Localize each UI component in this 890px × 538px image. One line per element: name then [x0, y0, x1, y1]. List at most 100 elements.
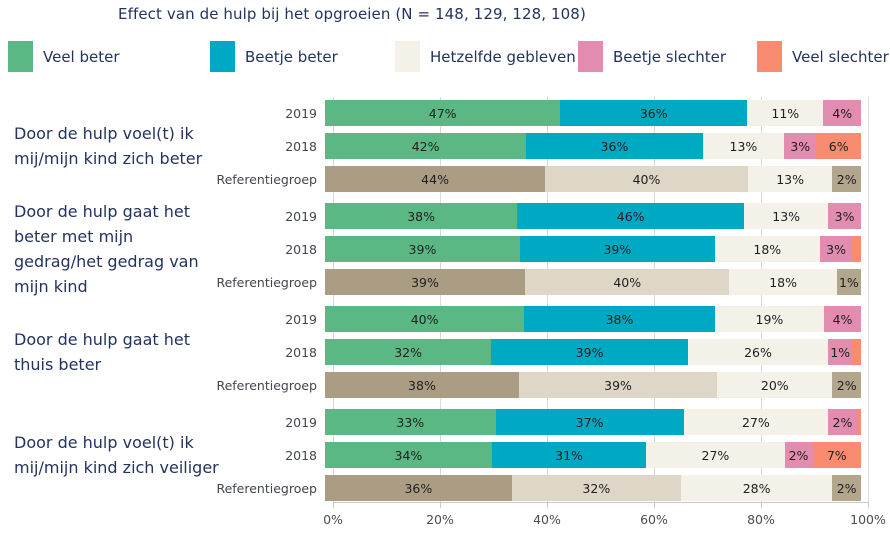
segment-label: 20% [760, 377, 789, 393]
bar-segment: 2% [784, 442, 813, 468]
legend: Veel beter Beetje beter Hetzelfde gebleven… [0, 41, 890, 75]
bar: 38% 46% 13% 3% [325, 203, 862, 229]
segment-label: 7% [826, 447, 847, 463]
legend-item: Veel slechter [757, 41, 889, 72]
legend-label: Beetje beter [245, 47, 338, 66]
bar-segment: 32% [325, 339, 492, 365]
segment-label: 1% [838, 274, 859, 290]
bar-segment: 13% [747, 166, 833, 192]
bar-segment: 1% [836, 269, 861, 295]
bar-segment: 7% [812, 442, 861, 468]
x-axis-tick [654, 502, 655, 508]
gridline [547, 97, 548, 502]
bar-row: Referentiegroep 44% 40% 13% 2% [0, 166, 869, 192]
bar-group: Door de hulp gaat het thuis beter 2019 40%… [0, 306, 869, 398]
bar-segment: 3% [784, 133, 817, 159]
legend-swatch [578, 41, 603, 72]
bar-segment: 36% [560, 100, 748, 126]
segment-label: 2% [836, 480, 857, 496]
segment-label: 36% [404, 480, 433, 496]
segment-label: 3% [834, 208, 855, 224]
bar-row: 2019 38% 46% 13% 3% [0, 203, 869, 229]
row-label: 2018 [285, 447, 317, 463]
segment-label: 34% [394, 447, 423, 463]
bar-row: Referentiegroep 38% 39% 20% 2% [0, 372, 869, 398]
segment-label: 19% [755, 311, 784, 327]
bar-segment: 20% [717, 372, 833, 398]
bar-segment [852, 339, 861, 365]
row-label: 2019 [285, 105, 317, 121]
x-axis-tick [333, 502, 334, 508]
legend-item: Veel beter [8, 41, 120, 72]
chart-title: Effect van de hulp bij het opgroeien (N … [118, 5, 586, 23]
segment-label: 38% [407, 208, 436, 224]
segment-label: 33% [396, 414, 425, 430]
bar-segment: 2% [832, 475, 861, 501]
segment-label: 38% [605, 311, 634, 327]
x-axis-tick [440, 502, 441, 508]
segment-label: 40% [410, 311, 439, 327]
segment-label: 2% [788, 447, 809, 463]
row-label: 2019 [285, 311, 317, 327]
segment-label: 6% [828, 138, 849, 154]
bar-row: 2018 42% 36% 13% 3% 6% [0, 133, 869, 159]
bar-segment: 39% [518, 372, 718, 398]
bar-segment: 13% [744, 203, 829, 229]
bar-segment: 47% [325, 100, 561, 126]
bar-segment: 39% [519, 236, 715, 262]
row-label: Referentiegroep [216, 274, 317, 290]
bar-segment: 37% [495, 409, 684, 435]
gridline [440, 97, 441, 502]
bar-segment: 39% [491, 339, 688, 365]
row-label: Referentiegroep [216, 480, 317, 496]
bar-segment: 32% [511, 475, 681, 501]
segment-label: 27% [741, 414, 770, 430]
legend-label: Veel beter [43, 47, 120, 66]
segment-label: 13% [729, 138, 758, 154]
segment-label: 28% [742, 480, 771, 496]
bar: 33% 37% 27% 2% [325, 409, 861, 435]
bar-segment: 44% [325, 166, 546, 192]
legend-label: Veel slechter [792, 47, 889, 66]
segment-label: 36% [639, 105, 668, 121]
segment-label: 1% [830, 344, 851, 360]
bar: 39% 40% 18% 1% [325, 269, 861, 295]
bar-group: Door de hulp voel(t) ik mij/mijn kind zi… [0, 409, 869, 501]
bar-segment: 18% [714, 236, 820, 262]
x-axis-tick-label: 0% [323, 512, 343, 527]
segment-label: 3% [790, 138, 811, 154]
segment-label: 39% [575, 344, 604, 360]
segment-label: 32% [394, 344, 423, 360]
segment-label: 11% [771, 105, 800, 121]
legend-label: Hetzelfde gebleven [430, 47, 576, 66]
segment-label: 13% [772, 208, 801, 224]
bar-segment: 6% [816, 133, 862, 159]
x-axis-tick [547, 502, 548, 508]
segment-label: 2% [832, 414, 853, 430]
bar-segment: 4% [823, 100, 861, 126]
segment-label: 2% [836, 377, 857, 393]
gridline [868, 97, 869, 502]
bar: 40% 38% 19% 4% [325, 306, 861, 332]
bar-segment: 46% [517, 203, 745, 229]
row-label: 2018 [285, 138, 317, 154]
bar-segment: 27% [646, 442, 785, 468]
bar-row: Referentiegroep 39% 40% 18% 1% [0, 269, 869, 295]
legend-label: Beetje slechter [613, 47, 727, 66]
bar-segment: 18% [729, 269, 837, 295]
bar-segment [856, 409, 861, 435]
segment-label: 31% [555, 447, 583, 463]
segment-label: 13% [776, 171, 804, 187]
segment-label: 26% [744, 344, 772, 360]
bar-row: Referentiegroep 36% 32% 28% 2% [0, 475, 869, 501]
bar-row: 2018 39% 39% 18% 3% [0, 236, 869, 262]
bar-segment: 39% [325, 236, 520, 262]
group-label: Door de hulp voel(t) ik mij/mijn kind zi… [14, 433, 219, 477]
bar-segment: 39% [325, 269, 526, 295]
bar-segment: 31% [491, 442, 647, 468]
bar-segment: 40% [545, 166, 748, 192]
segment-label: 46% [616, 208, 645, 224]
segment-label: 39% [603, 241, 632, 257]
gridline [761, 97, 762, 502]
